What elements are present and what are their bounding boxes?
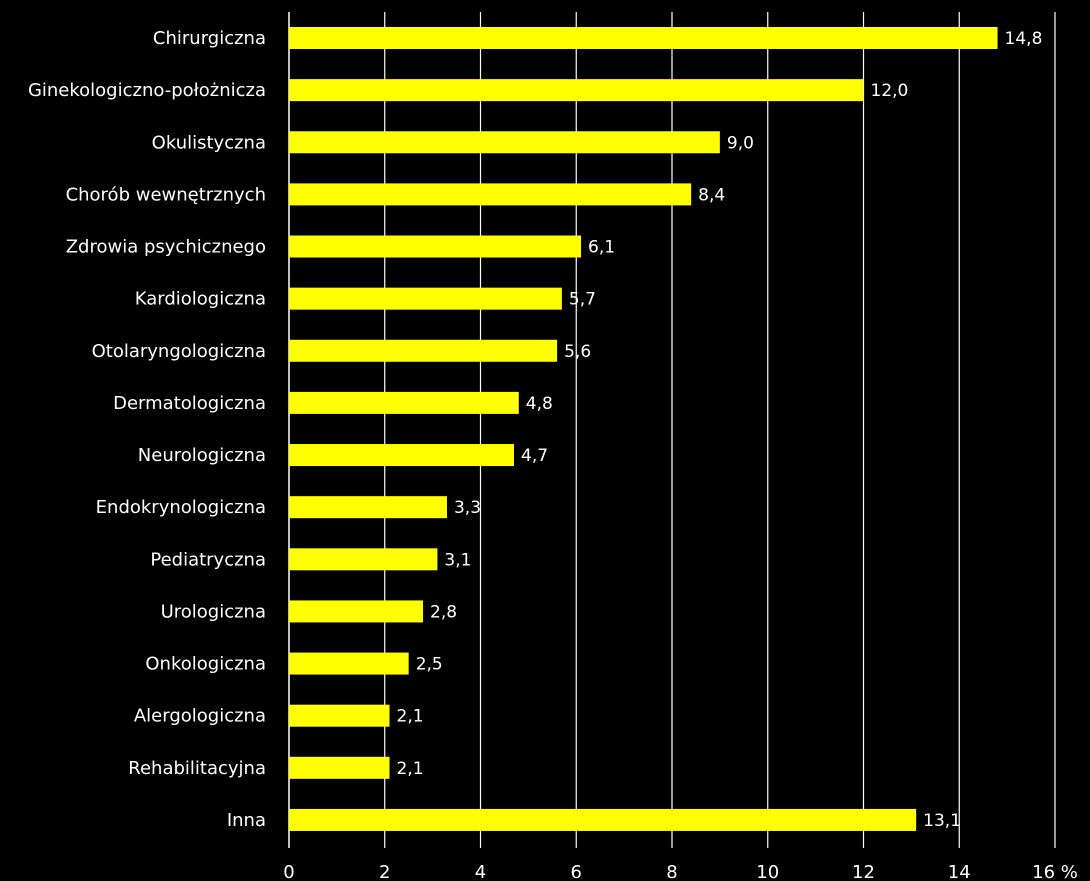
value-label: 5,6 xyxy=(564,342,591,362)
bar xyxy=(289,27,998,49)
value-label: 5,7 xyxy=(569,290,596,310)
category-label: Inna xyxy=(227,810,266,831)
value-label: 9,0 xyxy=(727,133,754,153)
category-label: Dermatologiczna xyxy=(113,393,266,414)
category-label: Otolaryngologiczna xyxy=(92,341,266,362)
category-label: Alergologiczna xyxy=(134,706,266,727)
x-tick-label: 6 xyxy=(571,862,582,881)
category-label: Kardiologiczna xyxy=(135,289,266,310)
x-tick-label: 8 xyxy=(666,862,677,881)
value-label: 4,7 xyxy=(521,446,548,466)
value-label: 2,1 xyxy=(397,759,424,779)
value-label: 14,8 xyxy=(1005,29,1043,49)
category-label: Urologiczna xyxy=(161,601,266,622)
bar xyxy=(289,548,438,571)
x-tick-label: 4 xyxy=(475,862,486,881)
bar xyxy=(289,496,447,519)
bar xyxy=(289,339,558,362)
value-label: 3,1 xyxy=(444,550,471,570)
bar xyxy=(289,235,582,258)
x-tick-label: 10 xyxy=(756,862,779,881)
value-label: 3,3 xyxy=(454,498,481,518)
bar xyxy=(289,600,424,623)
bar xyxy=(289,183,692,206)
value-label: 6,1 xyxy=(588,238,615,258)
bar xyxy=(289,808,917,831)
category-label: Okulistyczna xyxy=(152,132,266,153)
x-tick-label: 0 xyxy=(283,862,294,881)
category-label: Chirurgiczna xyxy=(153,28,266,49)
category-label: Onkologiczna xyxy=(145,654,266,675)
bar xyxy=(289,391,519,414)
bar xyxy=(289,287,562,310)
x-axis-ticks: 0 2 4 6 8 10 12 14 16 % xyxy=(283,862,1078,881)
value-label: 2,1 xyxy=(397,707,424,727)
x-tick-label: 14 xyxy=(948,862,971,881)
x-tick-label: 16 % xyxy=(1032,862,1078,881)
category-label: Endokrynologiczna xyxy=(96,497,266,518)
category-label: Ginekologiczno-położnicza xyxy=(28,80,266,101)
value-label: 8,4 xyxy=(698,185,725,205)
bar xyxy=(289,444,515,467)
x-tick-label: 12 xyxy=(852,862,875,881)
value-label: 2,5 xyxy=(416,655,443,675)
labels: Chirurgiczna 14,8 Ginekologiczno-położnicz… xyxy=(28,28,1042,831)
category-label: Neurologiczna xyxy=(138,445,266,466)
x-tick-label: 2 xyxy=(379,862,390,881)
bar xyxy=(289,79,864,102)
value-label: 4,8 xyxy=(526,394,553,414)
category-label: Zdrowia psychicznego xyxy=(66,237,266,258)
category-label: Chorób wewnętrznych xyxy=(66,184,266,205)
bar xyxy=(289,756,390,779)
bars xyxy=(289,27,998,831)
value-label: 12,0 xyxy=(871,81,909,101)
bar xyxy=(289,131,720,154)
bar xyxy=(289,652,409,675)
value-label: 13,1 xyxy=(923,811,961,831)
value-label: 2,8 xyxy=(430,602,457,622)
bar xyxy=(289,704,390,727)
category-label: Rehabilitacyjna xyxy=(128,758,266,779)
category-label: Pediatryczna xyxy=(150,549,266,570)
